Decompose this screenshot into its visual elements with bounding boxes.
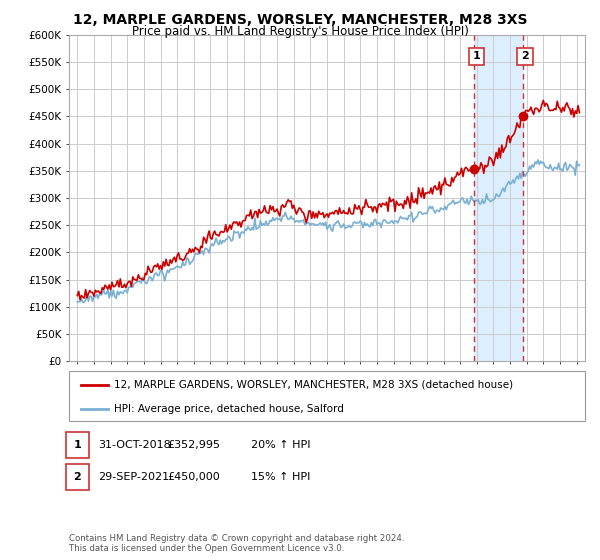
- Text: 20% ↑ HPI: 20% ↑ HPI: [251, 440, 310, 450]
- Bar: [474, 35, 523, 361]
- Text: 12, MARPLE GARDENS, WORSLEY, MANCHESTER, M28 3XS: 12, MARPLE GARDENS, WORSLEY, MANCHESTER,…: [73, 13, 527, 27]
- Text: 31-OCT-2018: 31-OCT-2018: [98, 440, 170, 450]
- Text: 2: 2: [521, 52, 529, 62]
- Text: 29-SEP-2021: 29-SEP-2021: [98, 472, 169, 482]
- Text: Contains HM Land Registry data © Crown copyright and database right 2024.
This d: Contains HM Land Registry data © Crown c…: [69, 534, 404, 553]
- Text: 15% ↑ HPI: 15% ↑ HPI: [251, 472, 310, 482]
- Text: Price paid vs. HM Land Registry's House Price Index (HPI): Price paid vs. HM Land Registry's House …: [131, 25, 469, 38]
- Text: 1: 1: [74, 440, 81, 450]
- Text: 1: 1: [473, 52, 481, 62]
- Text: £352,995: £352,995: [167, 440, 220, 450]
- Text: HPI: Average price, detached house, Salford: HPI: Average price, detached house, Salf…: [114, 404, 344, 413]
- Text: 12, MARPLE GARDENS, WORSLEY, MANCHESTER, M28 3XS (detached house): 12, MARPLE GARDENS, WORSLEY, MANCHESTER,…: [114, 380, 513, 390]
- Text: £450,000: £450,000: [167, 472, 220, 482]
- Text: 2: 2: [74, 472, 81, 482]
